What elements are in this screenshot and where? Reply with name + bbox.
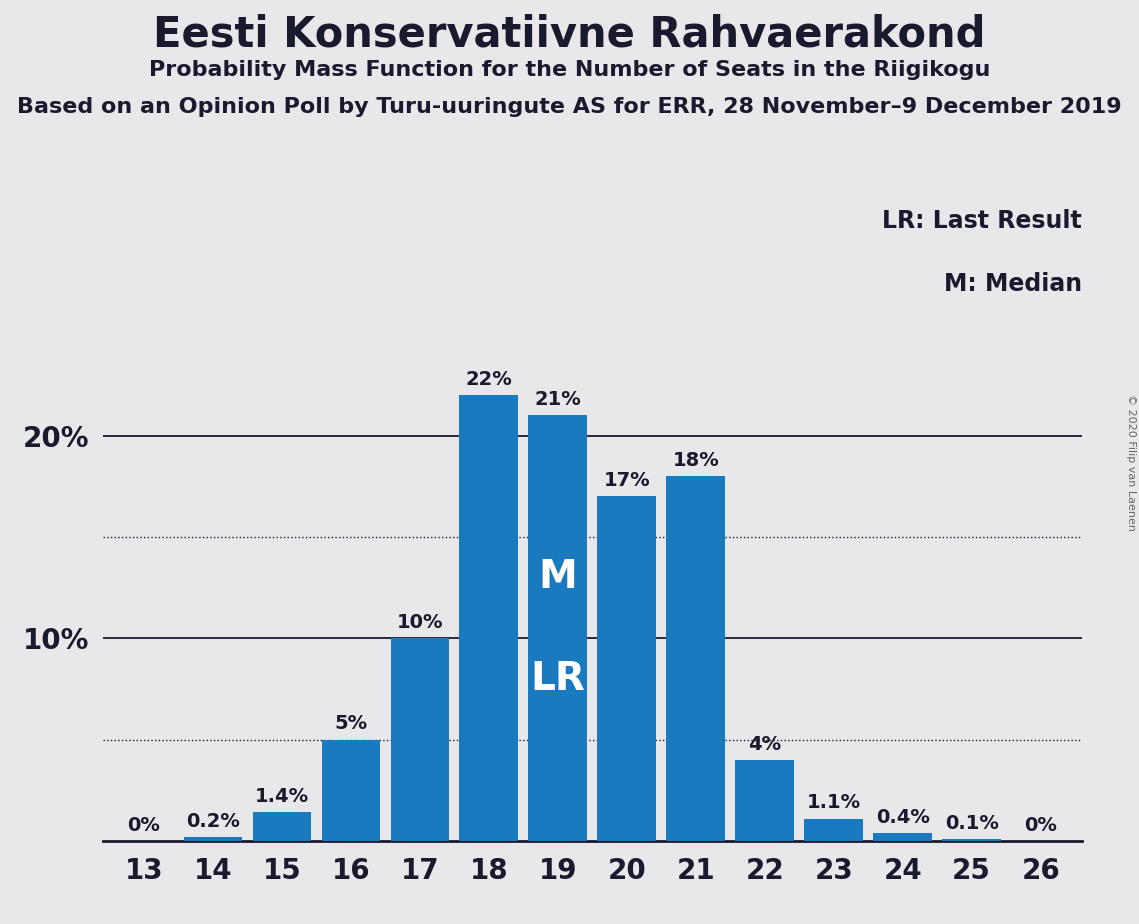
- Bar: [183, 837, 243, 841]
- Bar: [598, 496, 656, 841]
- Bar: [528, 416, 587, 841]
- Text: 1.4%: 1.4%: [255, 787, 309, 807]
- Bar: [459, 395, 518, 841]
- Text: 17%: 17%: [604, 471, 650, 491]
- Text: Eesti Konservatiivne Rahvaerakond: Eesti Konservatiivne Rahvaerakond: [154, 14, 985, 55]
- Text: Based on an Opinion Poll by Turu-uuringute AS for ERR, 28 November–9 December 20: Based on an Opinion Poll by Turu-uuringu…: [17, 97, 1122, 117]
- Text: LR: Last Result: LR: Last Result: [883, 209, 1082, 233]
- Text: 0.4%: 0.4%: [876, 808, 929, 827]
- Text: LR: LR: [531, 660, 585, 699]
- Text: 18%: 18%: [672, 451, 719, 470]
- Text: 22%: 22%: [466, 371, 513, 389]
- Text: 4%: 4%: [748, 735, 781, 754]
- Bar: [253, 812, 311, 841]
- Bar: [391, 638, 449, 841]
- Text: M: M: [539, 558, 577, 596]
- Bar: [666, 476, 726, 841]
- Text: 21%: 21%: [534, 390, 581, 409]
- Text: © 2020 Filip van Laenen: © 2020 Filip van Laenen: [1126, 394, 1136, 530]
- Bar: [804, 819, 863, 841]
- Text: 1.1%: 1.1%: [806, 794, 861, 812]
- Bar: [874, 833, 932, 841]
- Bar: [321, 739, 380, 841]
- Text: 0.2%: 0.2%: [186, 811, 240, 831]
- Text: Probability Mass Function for the Number of Seats in the Riigikogu: Probability Mass Function for the Number…: [149, 60, 990, 80]
- Text: 10%: 10%: [396, 614, 443, 632]
- Text: 0.1%: 0.1%: [944, 814, 999, 833]
- Bar: [736, 760, 794, 841]
- Text: 5%: 5%: [334, 714, 368, 734]
- Text: 0%: 0%: [1024, 816, 1057, 834]
- Text: M: Median: M: Median: [944, 272, 1082, 296]
- Text: 0%: 0%: [128, 816, 161, 834]
- Bar: [942, 839, 1001, 841]
